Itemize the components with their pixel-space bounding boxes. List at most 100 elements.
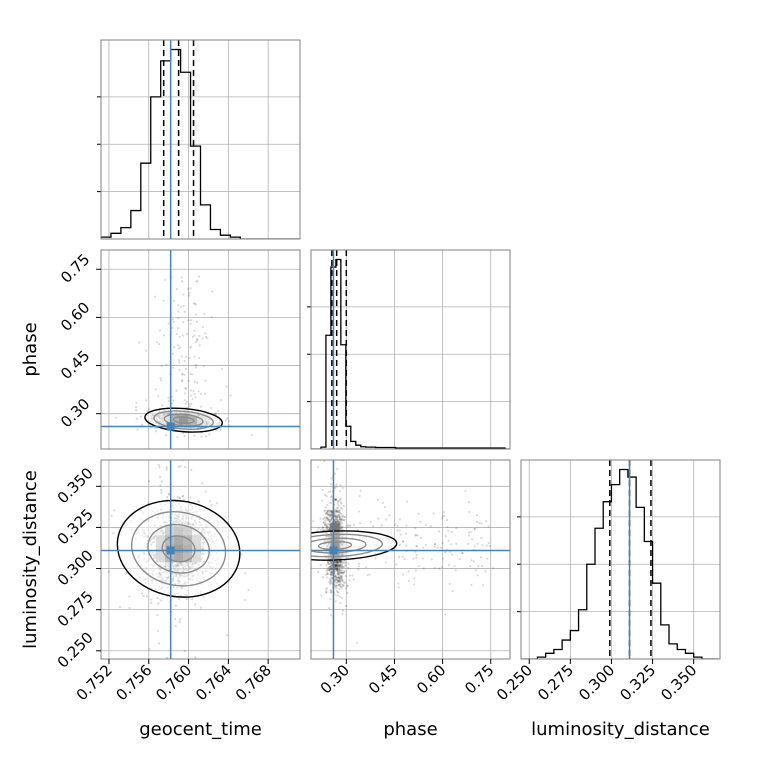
sample-point xyxy=(335,483,338,486)
sample-point xyxy=(326,509,329,512)
sample-point xyxy=(157,642,161,645)
sample-point xyxy=(341,569,344,572)
sample-point xyxy=(357,510,361,513)
sample-point xyxy=(330,568,333,571)
sample-point xyxy=(339,569,342,572)
xtick-label-luminosity_distance-0: 0.250 xyxy=(493,661,536,704)
sample-point xyxy=(226,417,229,420)
sample-point xyxy=(404,532,407,535)
sample-point xyxy=(331,455,333,457)
sample-point xyxy=(325,590,328,594)
sample-point xyxy=(342,571,345,574)
sample-point xyxy=(340,577,343,580)
sample-point xyxy=(333,565,337,568)
sample-point xyxy=(323,460,326,463)
sample-point xyxy=(172,320,175,324)
sample-point xyxy=(338,564,341,567)
sample-point xyxy=(340,575,343,578)
sample-point xyxy=(323,523,327,526)
sample-point xyxy=(196,339,199,342)
sample-point xyxy=(343,565,346,568)
sample-point xyxy=(334,560,337,563)
sample-point xyxy=(486,557,489,560)
ytick-label-phase-1: 0.45 xyxy=(57,347,93,383)
sample-point xyxy=(339,518,342,521)
ytick-label-luminosity_distance-3: 0.325 xyxy=(54,505,97,548)
sample-point xyxy=(325,527,328,530)
sample-point xyxy=(338,516,341,519)
sample-point xyxy=(336,561,339,564)
sample-point xyxy=(201,337,204,340)
sample-point xyxy=(397,555,401,559)
sample-point xyxy=(221,367,224,370)
sample-point xyxy=(183,359,186,363)
sample-point xyxy=(338,580,341,584)
sample-point xyxy=(340,515,343,518)
sample-point xyxy=(341,579,344,582)
sample-point xyxy=(184,355,188,359)
sample-point xyxy=(455,542,458,545)
sample-point xyxy=(339,561,342,564)
sample-point xyxy=(184,386,187,390)
sample-point xyxy=(340,561,343,564)
sample-point xyxy=(337,510,340,513)
sample-point xyxy=(194,341,198,344)
sample-point xyxy=(329,564,333,568)
sample-point xyxy=(337,579,340,582)
sample-point xyxy=(334,515,337,518)
sample-point xyxy=(334,498,337,501)
sample-point xyxy=(330,501,333,505)
sample-point xyxy=(164,278,167,281)
sample-point xyxy=(341,580,345,583)
sample-point xyxy=(395,529,399,532)
sample-point xyxy=(479,556,483,559)
sample-point xyxy=(341,609,344,612)
sample-point xyxy=(166,495,169,499)
sample-point xyxy=(192,302,195,305)
sample-point xyxy=(156,596,159,600)
sample-point xyxy=(424,523,428,527)
sample-point xyxy=(340,571,344,574)
sample-point xyxy=(193,392,196,396)
sample-point xyxy=(167,492,170,495)
sample-point xyxy=(213,412,217,416)
sample-point xyxy=(335,498,338,501)
sample-point xyxy=(338,517,342,521)
sample-point xyxy=(340,565,344,568)
sample-point xyxy=(335,516,338,519)
sample-point xyxy=(407,570,410,573)
sample-point xyxy=(326,571,329,575)
sample-point xyxy=(341,566,344,569)
sample-point xyxy=(473,545,476,548)
sample-point xyxy=(334,564,337,567)
sample-point xyxy=(321,526,325,529)
sample-point xyxy=(327,514,330,517)
sample-point xyxy=(178,620,181,623)
sample-point xyxy=(321,488,324,492)
sample-point xyxy=(316,529,319,532)
sample-point xyxy=(469,564,472,568)
sample-point xyxy=(341,522,344,525)
sample-point xyxy=(334,575,337,578)
sample-point xyxy=(326,562,330,565)
sample-point xyxy=(433,566,437,570)
xtick-label-geocent_time-1: 0.756 xyxy=(112,661,155,704)
sample-point xyxy=(336,576,340,579)
sample-point xyxy=(401,573,405,576)
sample-point xyxy=(359,489,362,492)
sample-point xyxy=(335,515,338,518)
sample-point xyxy=(341,526,344,529)
sample-point xyxy=(467,542,470,546)
sample-point xyxy=(328,518,331,521)
sample-point xyxy=(184,387,187,390)
sample-point xyxy=(345,604,348,608)
sample-point xyxy=(317,526,320,530)
sample-point xyxy=(177,465,180,468)
xtick-label-phase-1: 0.45 xyxy=(365,661,401,697)
sample-point xyxy=(383,505,387,509)
sample-point xyxy=(458,557,461,561)
sample-point xyxy=(334,515,337,518)
sample-point xyxy=(177,310,180,313)
sample-point xyxy=(336,579,339,582)
